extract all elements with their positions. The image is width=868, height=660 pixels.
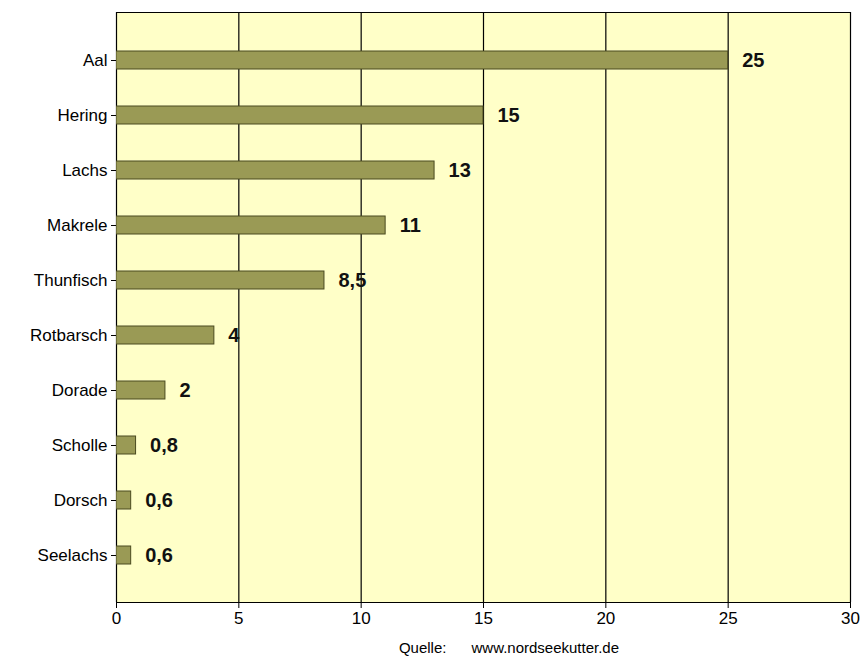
svg-text:Seelachs: Seelachs xyxy=(38,546,108,565)
svg-text:25: 25 xyxy=(719,609,738,628)
svg-text:0,6: 0,6 xyxy=(145,489,173,511)
svg-text:10: 10 xyxy=(352,609,371,628)
svg-text:Lachs: Lachs xyxy=(62,161,107,180)
svg-text:0,8: 0,8 xyxy=(150,434,178,456)
svg-text:Rotbarsch: Rotbarsch xyxy=(30,326,107,345)
svg-text:Aal: Aal xyxy=(83,51,108,70)
svg-text:0,6: 0,6 xyxy=(145,544,173,566)
svg-text:Scholle: Scholle xyxy=(52,436,108,455)
svg-text:Dorsch: Dorsch xyxy=(54,491,108,510)
svg-text:11: 11 xyxy=(400,214,421,236)
svg-text:15: 15 xyxy=(498,104,520,126)
html-text:Quelle: www.nordseekutter.de: Quelle: www.nordseekutter.de xyxy=(398,639,620,656)
svg-text:0: 0 xyxy=(112,609,121,628)
svg-text:Hering: Hering xyxy=(57,106,107,125)
svg-text:13: 13 xyxy=(449,159,471,181)
svg-text:5: 5 xyxy=(234,609,243,628)
svg-text:25: 25 xyxy=(742,49,764,71)
svg-text:4: 4 xyxy=(228,324,240,346)
svg-text:8,5: 8,5 xyxy=(338,269,366,291)
svg-text:Makrele: Makrele xyxy=(47,216,107,235)
svg-text:Dorade: Dorade xyxy=(52,381,108,400)
svg-text:2: 2 xyxy=(179,379,190,401)
svg-text:15: 15 xyxy=(474,609,493,628)
svg-text:30: 30 xyxy=(841,609,860,628)
svg-text:Thunfisch: Thunfisch xyxy=(34,271,108,290)
svg-text:20: 20 xyxy=(596,609,615,628)
